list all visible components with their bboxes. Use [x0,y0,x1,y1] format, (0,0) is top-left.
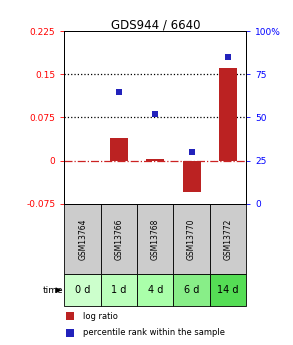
Text: 6 d: 6 d [184,285,199,295]
Bar [173,204,210,274]
Bar [210,204,246,274]
Text: 4 d: 4 d [148,285,163,295]
Text: GSM13764: GSM13764 [78,218,87,260]
Bar [173,274,210,306]
Text: GSM13766: GSM13766 [115,218,123,260]
Bar [137,204,173,274]
Text: GSM13770: GSM13770 [187,218,196,260]
Bar [146,159,164,161]
Bar [101,274,137,306]
Text: 14 d: 14 d [217,285,239,295]
Text: time: time [43,286,64,295]
Bar [64,274,101,306]
Bar [137,274,173,306]
Bar [210,274,246,306]
Bar [219,69,237,161]
Bar [110,138,128,161]
Bar [64,204,101,274]
Text: GSM13772: GSM13772 [224,218,232,260]
Title: GDS944 / 6640: GDS944 / 6640 [110,18,200,31]
Bar [183,161,201,192]
Text: 0 d: 0 d [75,285,90,295]
Text: percentile rank within the sample: percentile rank within the sample [83,328,225,337]
Bar [101,204,137,274]
Text: 1 d: 1 d [111,285,127,295]
Text: log ratio: log ratio [83,312,117,321]
Text: GSM13768: GSM13768 [151,218,160,260]
